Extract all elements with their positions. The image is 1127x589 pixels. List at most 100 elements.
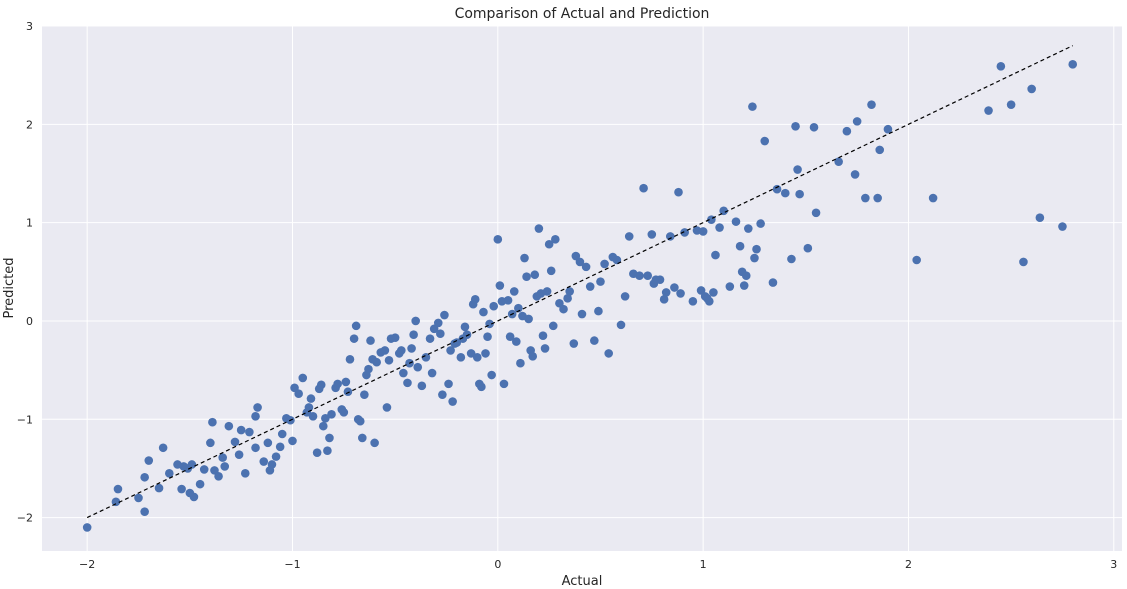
data-point bbox=[698, 227, 708, 236]
data-point bbox=[1027, 84, 1036, 94]
data-point bbox=[382, 403, 392, 412]
data-point bbox=[481, 349, 490, 358]
data-point bbox=[577, 309, 587, 319]
data-point bbox=[680, 228, 689, 237]
data-point bbox=[460, 322, 470, 332]
data-point bbox=[470, 295, 480, 304]
data-point bbox=[542, 287, 552, 296]
y-tick-label: 1 bbox=[26, 217, 33, 230]
data-point bbox=[659, 295, 669, 304]
data-point bbox=[271, 452, 281, 461]
data-point bbox=[795, 189, 804, 199]
data-point bbox=[912, 255, 921, 265]
data-point bbox=[236, 425, 246, 435]
data-point bbox=[616, 320, 626, 330]
chart-title: Comparison of Actual and Prediction bbox=[455, 6, 710, 22]
data-point bbox=[294, 389, 303, 398]
data-point bbox=[493, 235, 503, 244]
data-point bbox=[1068, 60, 1078, 69]
data-point bbox=[596, 277, 605, 286]
data-point bbox=[803, 243, 813, 253]
data-point bbox=[643, 271, 653, 281]
data-point bbox=[436, 329, 445, 339]
data-point bbox=[528, 352, 538, 361]
data-point bbox=[760, 136, 770, 146]
data-point bbox=[559, 304, 568, 314]
data-point bbox=[639, 183, 648, 193]
data-point bbox=[665, 232, 675, 241]
data-point bbox=[343, 387, 353, 397]
data-point bbox=[466, 349, 476, 358]
data-point bbox=[647, 230, 657, 239]
data-point bbox=[495, 281, 505, 290]
data-point bbox=[600, 259, 609, 269]
data-point bbox=[407, 344, 416, 353]
data-point bbox=[725, 282, 735, 291]
data-point bbox=[267, 460, 277, 469]
data-point bbox=[427, 368, 437, 378]
y-axis-label: Predicted bbox=[2, 257, 17, 318]
data-point bbox=[705, 296, 714, 306]
data-point bbox=[390, 333, 400, 342]
data-point bbox=[538, 331, 548, 340]
data-point bbox=[220, 462, 230, 471]
data-point bbox=[327, 410, 336, 419]
data-point bbox=[524, 314, 533, 324]
data-point bbox=[333, 379, 342, 389]
data-point bbox=[744, 224, 753, 233]
data-point bbox=[511, 337, 521, 346]
x-tick-label: −1 bbox=[284, 558, 300, 571]
data-point bbox=[399, 368, 408, 378]
data-point bbox=[417, 381, 427, 391]
data-point bbox=[585, 282, 595, 291]
data-point bbox=[509, 287, 519, 296]
data-point bbox=[189, 492, 199, 502]
data-point bbox=[206, 438, 215, 448]
data-point bbox=[234, 450, 244, 459]
data-point bbox=[548, 321, 558, 331]
data-point bbox=[323, 446, 332, 456]
data-point bbox=[731, 217, 741, 226]
data-point bbox=[590, 336, 599, 345]
data-point bbox=[842, 126, 852, 136]
data-point bbox=[875, 145, 885, 155]
data-point bbox=[397, 346, 406, 355]
x-axis-ticks: −2 −1 0 1 2 3 bbox=[79, 558, 1117, 571]
data-point bbox=[772, 184, 782, 194]
data-point bbox=[452, 338, 462, 347]
data-point bbox=[1035, 213, 1045, 223]
data-point bbox=[165, 469, 174, 478]
data-point bbox=[793, 165, 802, 174]
data-point bbox=[479, 307, 488, 317]
data-point bbox=[516, 358, 525, 368]
data-point bbox=[873, 193, 882, 203]
data-point bbox=[113, 484, 123, 494]
data-point bbox=[111, 497, 121, 507]
data-point bbox=[503, 295, 513, 305]
data-point bbox=[499, 379, 509, 389]
data-points bbox=[82, 60, 1078, 532]
data-point bbox=[298, 373, 308, 383]
data-point bbox=[850, 170, 860, 179]
data-point bbox=[456, 353, 466, 362]
data-point bbox=[752, 244, 761, 254]
data-point bbox=[438, 390, 447, 399]
data-point bbox=[345, 354, 355, 364]
data-point bbox=[612, 255, 622, 265]
data-point bbox=[520, 253, 529, 263]
data-point bbox=[563, 294, 572, 303]
data-point bbox=[635, 271, 644, 281]
data-point bbox=[177, 484, 186, 494]
data-point bbox=[604, 349, 613, 358]
data-point bbox=[514, 303, 523, 313]
data-point bbox=[316, 380, 326, 390]
data-point bbox=[670, 283, 679, 292]
data-point bbox=[756, 219, 765, 228]
data-point bbox=[214, 471, 223, 481]
x-tick-label: −2 bbox=[79, 558, 95, 571]
data-point bbox=[199, 465, 209, 474]
reference-line bbox=[86, 45, 1073, 519]
data-point bbox=[446, 346, 455, 355]
data-point bbox=[984, 106, 993, 115]
data-point bbox=[263, 438, 273, 448]
